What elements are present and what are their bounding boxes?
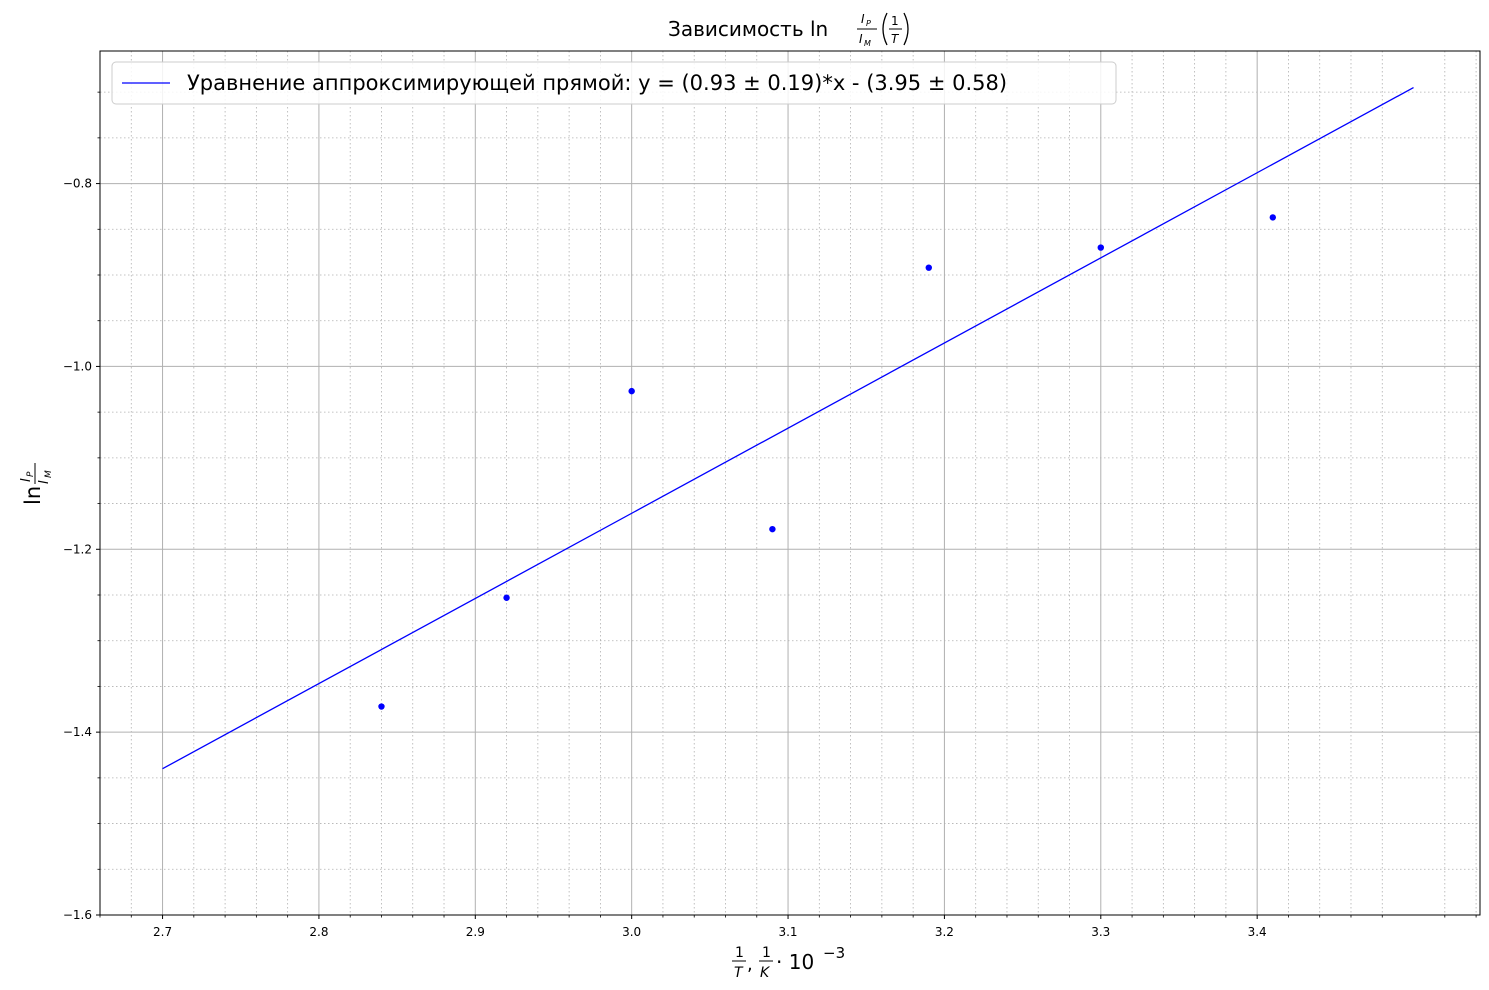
minor-grid	[99, 51, 1480, 915]
ylabel-num: I	[19, 478, 34, 482]
data-point	[1097, 244, 1104, 251]
xlabel-frac1-den: T	[734, 965, 744, 981]
title-paren-left	[882, 12, 888, 46]
title-paren-num: 1	[891, 14, 899, 28]
x-tick-label: 3.0	[622, 925, 641, 939]
x-axis-ticks: 2.7 2.8 2.9 3.0 3.1 3.2 3.3 3.4	[99, 915, 1477, 939]
title-paren-right	[903, 12, 909, 46]
title-prefix: Зависимость ln	[668, 17, 828, 41]
ylabel-den: I	[37, 480, 52, 484]
ylabel-num-sub: P	[26, 471, 36, 477]
x-tick-label: 2.8	[309, 925, 328, 939]
x-tick-label: 3.3	[1091, 925, 1110, 939]
title-frac-den-sub: M	[864, 39, 871, 48]
x-tick-label: 2.9	[466, 925, 485, 939]
y-axis-ticks: −1.6 −1.4 −1.2 −1.0 −0.8	[63, 91, 100, 922]
xlabel-frac1-num: 1	[735, 945, 744, 961]
title-paren-den: T	[891, 32, 900, 46]
y-tick-label: −1.2	[63, 542, 92, 556]
data-point	[925, 264, 932, 271]
xlabel-sep: ,	[747, 954, 753, 975]
y-tick-label: −1.6	[63, 908, 92, 922]
legend-entry-fit-line: Уравнение аппроксимирующей прямой: y = (…	[187, 71, 1007, 95]
title-frac-num-sub: P	[866, 19, 871, 28]
x-axis-label: 1 T , 1 K · 10 −3	[732, 944, 845, 981]
xlabel-suffix: · 10	[776, 950, 814, 974]
x-tick-label: 3.2	[935, 925, 954, 939]
title-frac-num: I	[861, 12, 865, 26]
data-point	[1269, 214, 1277, 221]
major-grid	[100, 51, 1480, 916]
y-tick-label: −1.0	[63, 359, 92, 373]
fit-line	[162, 87, 1414, 770]
y-tick-label: −1.4	[63, 725, 92, 739]
data-point	[378, 703, 385, 710]
data-points	[378, 214, 1277, 710]
legend: Уравнение аппроксимирующей прямой: y = (…	[111, 61, 1117, 105]
ylabel-den-sub: M	[44, 470, 54, 478]
x-tick-label: 2.7	[153, 925, 172, 939]
xlabel-exponent: −3	[823, 944, 845, 962]
data-point	[503, 594, 510, 601]
data-point	[628, 387, 635, 395]
ylabel-prefix: ln	[21, 486, 45, 505]
fit-line-layer	[162, 87, 1414, 770]
title-frac-den: I	[859, 32, 863, 46]
legend-box	[111, 61, 1117, 105]
plot-frame	[99, 50, 1481, 916]
xlabel-frac2-den: K	[760, 965, 771, 981]
x-tick-label: 3.4	[1248, 925, 1267, 939]
x-tick-label: 3.1	[778, 925, 797, 939]
xlabel-frac2-num: 1	[762, 945, 771, 961]
y-tick-label: −0.8	[63, 177, 92, 191]
chart-title: Зависимость ln I P I M 1 T	[668, 12, 909, 48]
data-point	[769, 525, 776, 533]
y-axis-label: ln I P I M	[19, 463, 54, 505]
